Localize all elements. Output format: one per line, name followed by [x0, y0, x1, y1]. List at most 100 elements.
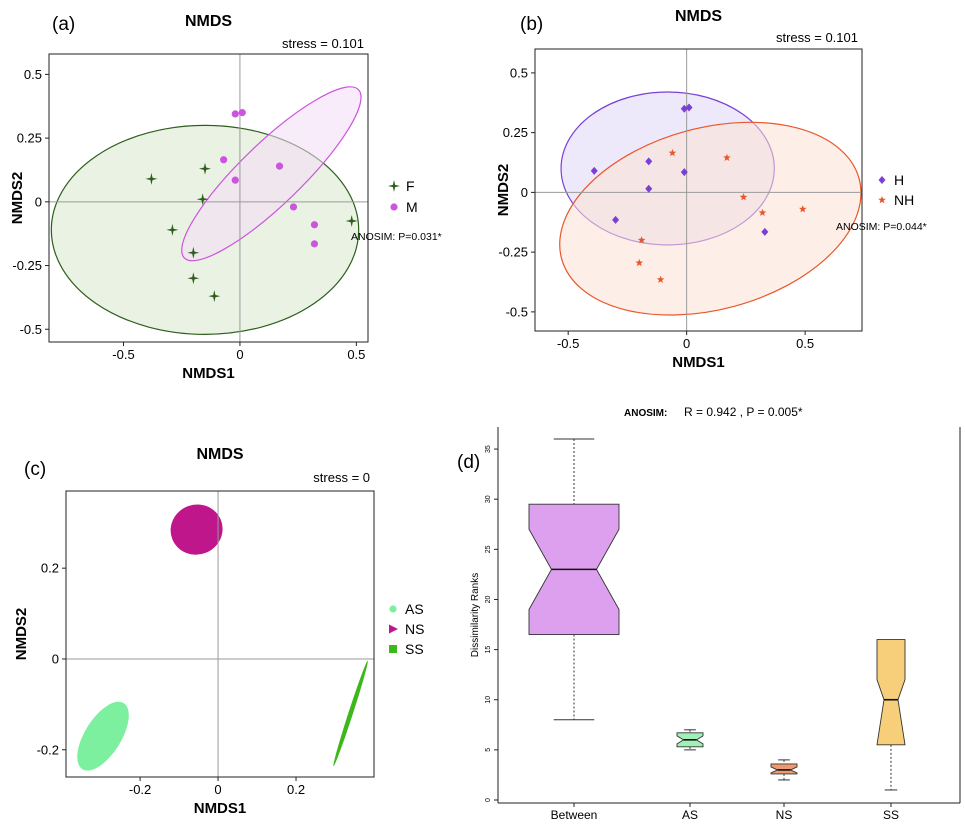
plot-area [535, 49, 862, 331]
plot-frame [48, 53, 369, 343]
x-tick-label: 0 [214, 782, 221, 797]
stress-annotation: stress = 0.101 [282, 36, 364, 51]
point-m [310, 240, 319, 248]
legend-label-as: AS [405, 601, 424, 617]
plot-area [66, 491, 374, 777]
panel-label: (c) [24, 459, 46, 480]
legend-marker-ns [389, 624, 398, 634]
point-nh [635, 258, 644, 267]
point-nh [798, 205, 807, 213]
y-tick-label: 0.25 [503, 125, 528, 140]
legend-marker-nh [878, 196, 886, 204]
stress-annotation: stress = 0.101 [776, 30, 858, 45]
anosim-title: ANOSIM: [624, 408, 667, 419]
y-tick-label: 0.2 [41, 561, 59, 576]
x-tick-label: -0.5 [112, 347, 134, 362]
anosim-stats: R = 0.942 , P = 0.005* [684, 405, 803, 419]
y-tick-label: 15 [485, 646, 492, 654]
legend-marker-h [878, 176, 886, 184]
y-tick-label: 0 [52, 651, 59, 666]
legend-label-h: H [894, 172, 904, 188]
y-axis-label: NMDS2 [13, 608, 30, 661]
plot-frame [534, 48, 863, 332]
y-tick-label: 30 [485, 495, 492, 503]
x-tick-label: -0.5 [557, 336, 579, 351]
plot-area [49, 54, 368, 342]
panel-c: (c) NMDS stress = 0 -0.2 0 0.2 0.2 0 -0.2 NMDS1 NM… [0, 400, 440, 824]
nmds-plot-c: (c) NMDS stress = 0 -0.2 0 0.2 0.2 0 -0.2 NMDS1 NM… [13, 446, 424, 817]
box-ss [876, 639, 906, 746]
point-h [685, 103, 693, 112]
anosim-annotation: ANOSIM: P=0.044* [836, 221, 927, 233]
point-nh [723, 153, 731, 161]
x-tick-label: 0 [683, 336, 690, 351]
point-h [680, 168, 688, 177]
y-tick-label: 0 [35, 194, 42, 209]
panel-b: (b) NMDS stress = 0.101 -0.5 0 0.5 0.5 0.25 0 -0.… [482, 0, 965, 400]
panel-label: (a) [52, 14, 75, 35]
y-axis-label: NMDS2 [495, 164, 512, 217]
y-axis-label: NMDS2 [9, 172, 26, 225]
legend-label-m: M [406, 199, 418, 215]
y-tick-label: 0 [521, 185, 528, 200]
point-h [645, 184, 653, 193]
x-tick-label: 0 [236, 347, 243, 362]
point-nh [637, 236, 646, 244]
point-m [310, 221, 319, 229]
point-m [220, 156, 228, 164]
chart-title: NMDS [196, 446, 243, 463]
nmds-plot-a: (a) NMDS stress = 0.101 -0.5 0 0.5 0.5 0.25 0 -0.… [9, 13, 442, 382]
legend-label-f: F [406, 178, 415, 194]
x-tick-label: AS [682, 808, 698, 822]
chart-title: NMDS [185, 13, 232, 30]
y-tick-label: 5 [485, 748, 492, 752]
point-nh [668, 148, 677, 157]
x-tick-label: -0.2 [129, 782, 151, 797]
panel-d: (d) ANOSIM: R = 0.942 , P = 0.005* 0 5 10 15 20… [440, 400, 965, 824]
point-m [231, 176, 239, 184]
point-h [590, 166, 598, 175]
stress-annotation: stress = 0 [313, 470, 370, 485]
y-tick-label: -0.2 [37, 742, 59, 757]
point-m [231, 110, 239, 118]
y-tick-label: -0.25 [12, 258, 42, 273]
point-f [145, 172, 158, 185]
ellipse-as [77, 701, 129, 771]
x-tick-label: 0.2 [287, 782, 305, 797]
legend-marker-m [390, 203, 398, 211]
y-tick-label: 10 [485, 696, 492, 704]
ellipse-ss [333, 660, 368, 767]
y-tick-label: -0.5 [506, 304, 528, 319]
x-tick-label: 0.5 [347, 347, 365, 362]
y-tick-label: 0.25 [17, 131, 42, 146]
legend-marker-f [388, 180, 400, 192]
x-tick-label: SS [883, 808, 899, 822]
point-f [187, 246, 200, 259]
y-tick-label: -0.5 [20, 322, 42, 337]
point-h [612, 215, 620, 224]
point-f [187, 272, 200, 285]
panel-label: (b) [520, 14, 543, 35]
point-m [238, 109, 246, 117]
point-f [208, 290, 221, 303]
point-f [196, 193, 209, 206]
box-ns [770, 763, 798, 775]
legend-label-nh: NH [894, 192, 914, 208]
plot-frame [65, 490, 375, 778]
ellipse-m [181, 86, 362, 262]
y-tick-label: 0.5 [24, 67, 42, 82]
panel-a: (a) NMDS stress = 0.101 -0.5 0 0.5 0.5 0.25 0 -0.… [0, 0, 482, 400]
y-axis-label: Dissimilarity Ranks [470, 573, 481, 657]
point-h [761, 227, 769, 236]
point-f [345, 214, 358, 227]
point-f [166, 223, 179, 236]
y-tick-label: 20 [485, 595, 492, 603]
point-nh [758, 208, 767, 216]
y-tick-label: 0 [485, 798, 492, 802]
x-tick-label: 0.5 [796, 336, 814, 351]
point-h [645, 157, 653, 166]
y-tick-label: -0.25 [498, 245, 528, 260]
anosim-boxplot-d: (d) ANOSIM: R = 0.942 , P = 0.005* 0 5 10 15 20… [457, 405, 961, 822]
y-tick-label: 0.5 [510, 65, 528, 80]
point-h [680, 104, 688, 113]
